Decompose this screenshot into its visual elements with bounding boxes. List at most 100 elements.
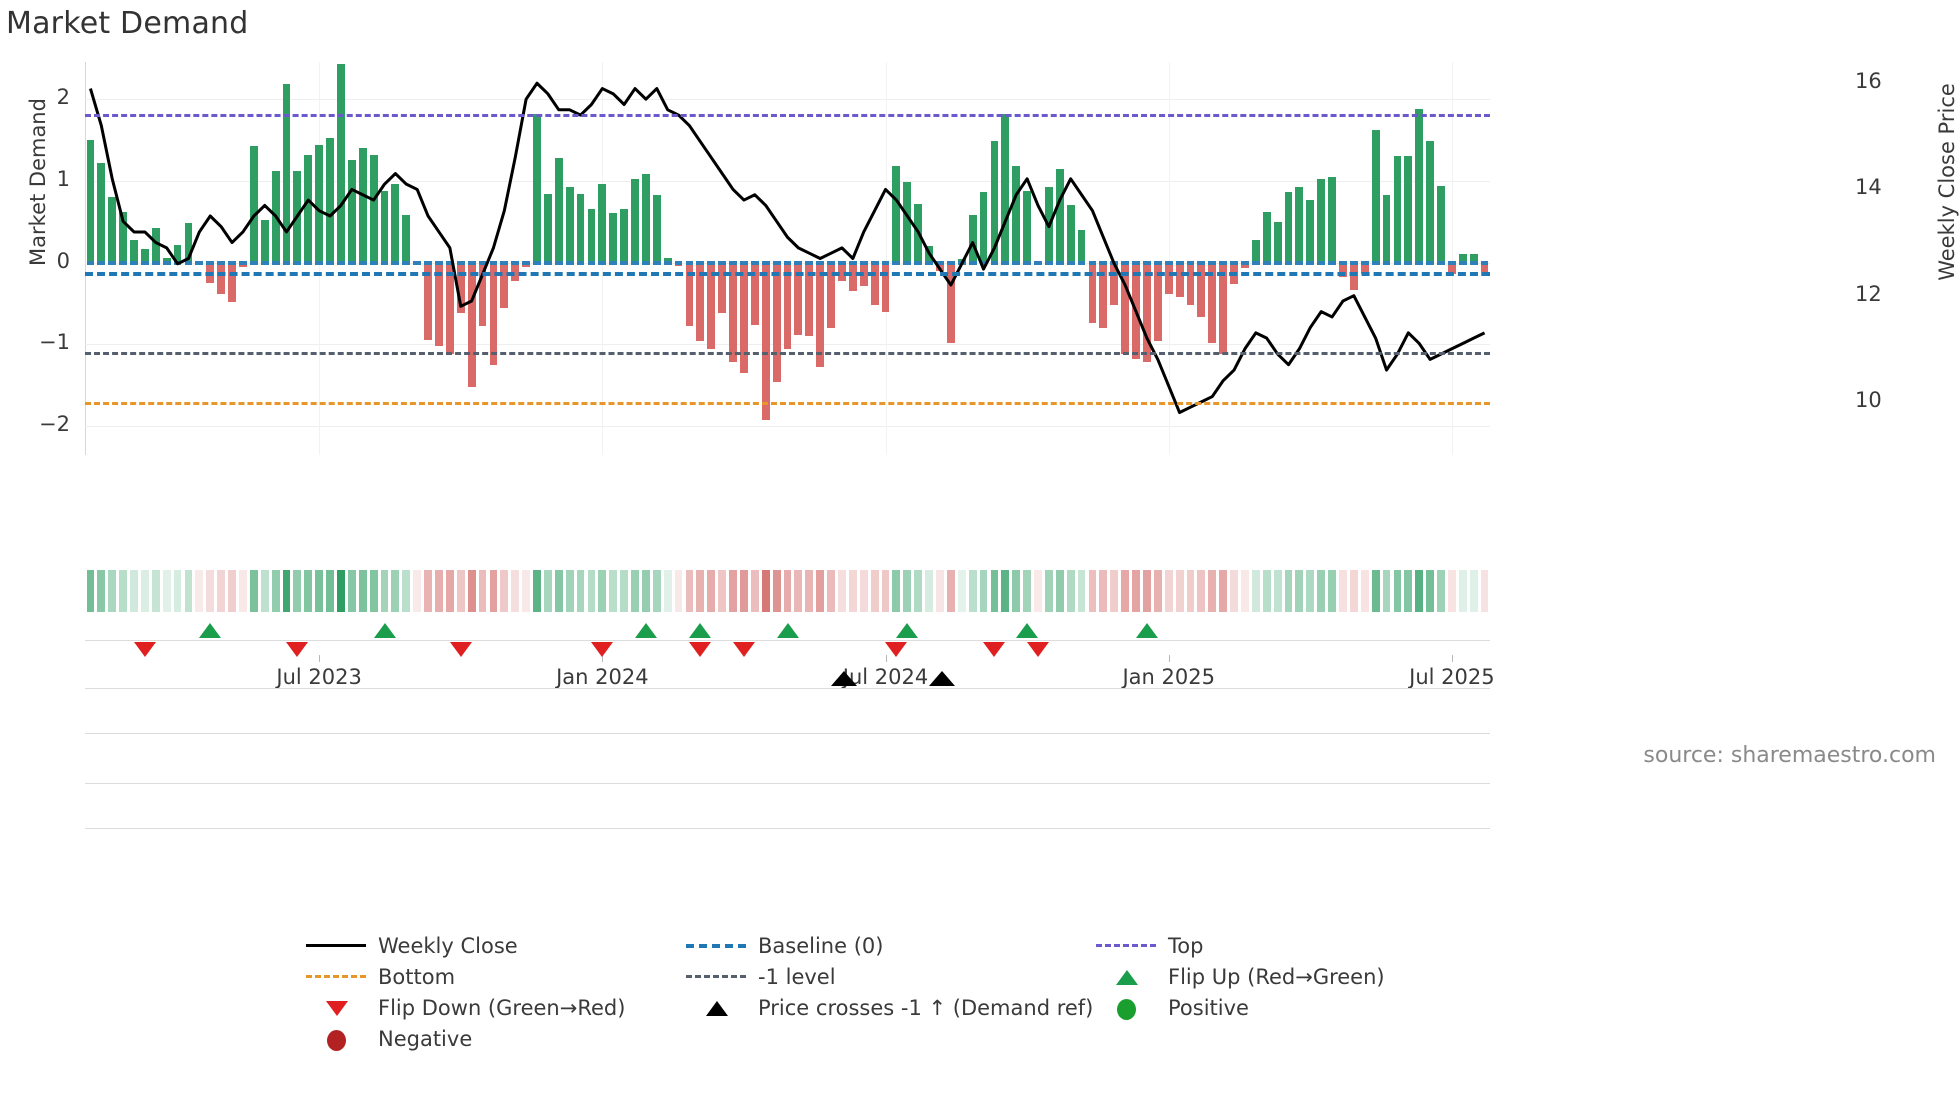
strip-cell bbox=[946, 570, 955, 612]
baseline-segment bbox=[500, 260, 509, 265]
strip-cell bbox=[1044, 570, 1053, 612]
strip-cell bbox=[1328, 570, 1336, 612]
strip-cell bbox=[1001, 570, 1010, 612]
strip-cell bbox=[816, 570, 825, 612]
baseline-segment bbox=[1360, 260, 1369, 265]
demand-intensity-strip bbox=[85, 570, 1490, 612]
baseline-segment bbox=[565, 260, 574, 265]
strip-cell bbox=[1175, 570, 1184, 612]
baseline-segment bbox=[456, 260, 465, 265]
baseline-segment bbox=[435, 260, 443, 265]
demand-bar-negative bbox=[783, 262, 792, 349]
strip-cell bbox=[543, 570, 552, 612]
strip-cell bbox=[217, 570, 226, 612]
baseline-segment bbox=[783, 260, 792, 265]
strip-cell bbox=[293, 570, 302, 612]
legend-item[interactable]: Baseline (0) bbox=[680, 930, 883, 961]
strip-cell bbox=[206, 570, 215, 612]
strip-cell bbox=[1197, 570, 1206, 612]
baseline-segment bbox=[1382, 260, 1391, 265]
legend-label: Bottom bbox=[378, 964, 456, 989]
strip-cell bbox=[631, 570, 639, 612]
strip-cell bbox=[783, 570, 792, 612]
legend-item[interactable]: -1 level bbox=[680, 961, 836, 992]
legend-item[interactable]: Positive bbox=[1090, 992, 1249, 1023]
baseline-segment bbox=[467, 260, 476, 265]
strip-cell bbox=[1099, 570, 1108, 612]
demand-bar-negative bbox=[816, 262, 825, 368]
legend-item[interactable]: Top bbox=[1090, 930, 1203, 961]
strip-cell bbox=[239, 570, 247, 612]
demand-bar-negative bbox=[1447, 262, 1456, 275]
baseline-segment bbox=[543, 260, 552, 265]
legend-row: Negative bbox=[300, 1023, 1700, 1054]
legend-item[interactable]: Flip Up (Red→Green) bbox=[1090, 961, 1385, 992]
demand-bar-negative bbox=[707, 262, 716, 350]
baseline-segment bbox=[718, 260, 727, 265]
strip-cell bbox=[1295, 570, 1304, 612]
baseline-segment bbox=[445, 260, 454, 265]
strip-cell bbox=[500, 570, 509, 612]
vertical-gridline bbox=[1168, 62, 1170, 455]
strip-cell bbox=[1469, 570, 1478, 612]
baseline-segment bbox=[271, 260, 280, 265]
flip-down-marker bbox=[449, 642, 472, 657]
demand-bar-positive bbox=[652, 195, 661, 263]
demand-bar-negative bbox=[740, 262, 748, 374]
demand-bar-negative bbox=[522, 262, 530, 267]
demand-bar-negative bbox=[500, 262, 509, 309]
strip-cell bbox=[445, 570, 454, 612]
strip-cell bbox=[718, 570, 727, 612]
demand-bar-positive bbox=[576, 193, 585, 263]
strip-cell bbox=[1262, 570, 1271, 612]
baseline-segment bbox=[1339, 260, 1347, 265]
strip-cell bbox=[554, 570, 563, 612]
baseline-segment bbox=[1371, 260, 1380, 265]
strip-cell bbox=[413, 570, 422, 612]
legend-glyph bbox=[1096, 944, 1156, 947]
strip-cell bbox=[1480, 570, 1489, 612]
baseline-segment bbox=[533, 260, 541, 265]
demand-bar-positive bbox=[1295, 187, 1304, 263]
strip-cell bbox=[489, 570, 498, 612]
baseline-segment bbox=[217, 260, 226, 265]
dot-red-icon bbox=[300, 1023, 372, 1054]
strip-cell bbox=[968, 570, 977, 612]
y-axis-tick-left: 1 bbox=[56, 166, 70, 191]
baseline-segment bbox=[1034, 260, 1042, 265]
strip-cell bbox=[1066, 570, 1075, 612]
legend-label: Weekly Close bbox=[378, 933, 518, 958]
baseline-segment bbox=[380, 260, 389, 265]
baseline-segment bbox=[347, 260, 356, 265]
baseline-segment bbox=[315, 260, 324, 265]
legend-item[interactable]: Price crosses -1 ↑ (Demand ref) bbox=[680, 992, 1093, 1023]
demand-bar-negative bbox=[1186, 262, 1195, 306]
legend-item[interactable]: Flip Down (Green→Red) bbox=[300, 992, 625, 1023]
baseline-segment bbox=[1132, 260, 1140, 265]
demand-bar-positive bbox=[1469, 254, 1478, 263]
baseline-segment bbox=[1164, 260, 1173, 265]
legend-item[interactable]: Bottom bbox=[300, 961, 455, 992]
legend-item[interactable]: Weekly Close bbox=[300, 930, 518, 961]
strip-cell bbox=[1219, 570, 1228, 612]
weekly-close-polyline bbox=[89, 81, 1486, 415]
demand-bar-negative bbox=[870, 262, 879, 306]
strip-cell bbox=[1349, 570, 1358, 612]
baseline-segment bbox=[1055, 260, 1064, 265]
demand-bar-positive bbox=[1023, 190, 1032, 263]
legend-item[interactable]: Negative bbox=[300, 1023, 472, 1054]
strip-cell bbox=[1121, 570, 1130, 612]
demand-bar-negative bbox=[696, 262, 705, 342]
strip-cell bbox=[380, 570, 389, 612]
baseline-segment bbox=[1077, 260, 1086, 265]
demand-bar-positive bbox=[86, 139, 95, 263]
baseline-segment bbox=[609, 260, 618, 265]
separator-line-2 bbox=[85, 783, 1490, 784]
strip-cell bbox=[1306, 570, 1315, 612]
y-axis-tick-left: 2 bbox=[56, 84, 70, 109]
strip-cell bbox=[707, 570, 716, 612]
strip-cell bbox=[337, 570, 345, 612]
flip-up-marker bbox=[373, 623, 396, 638]
strip-cell bbox=[108, 570, 117, 612]
demand-bar-negative bbox=[761, 262, 770, 420]
